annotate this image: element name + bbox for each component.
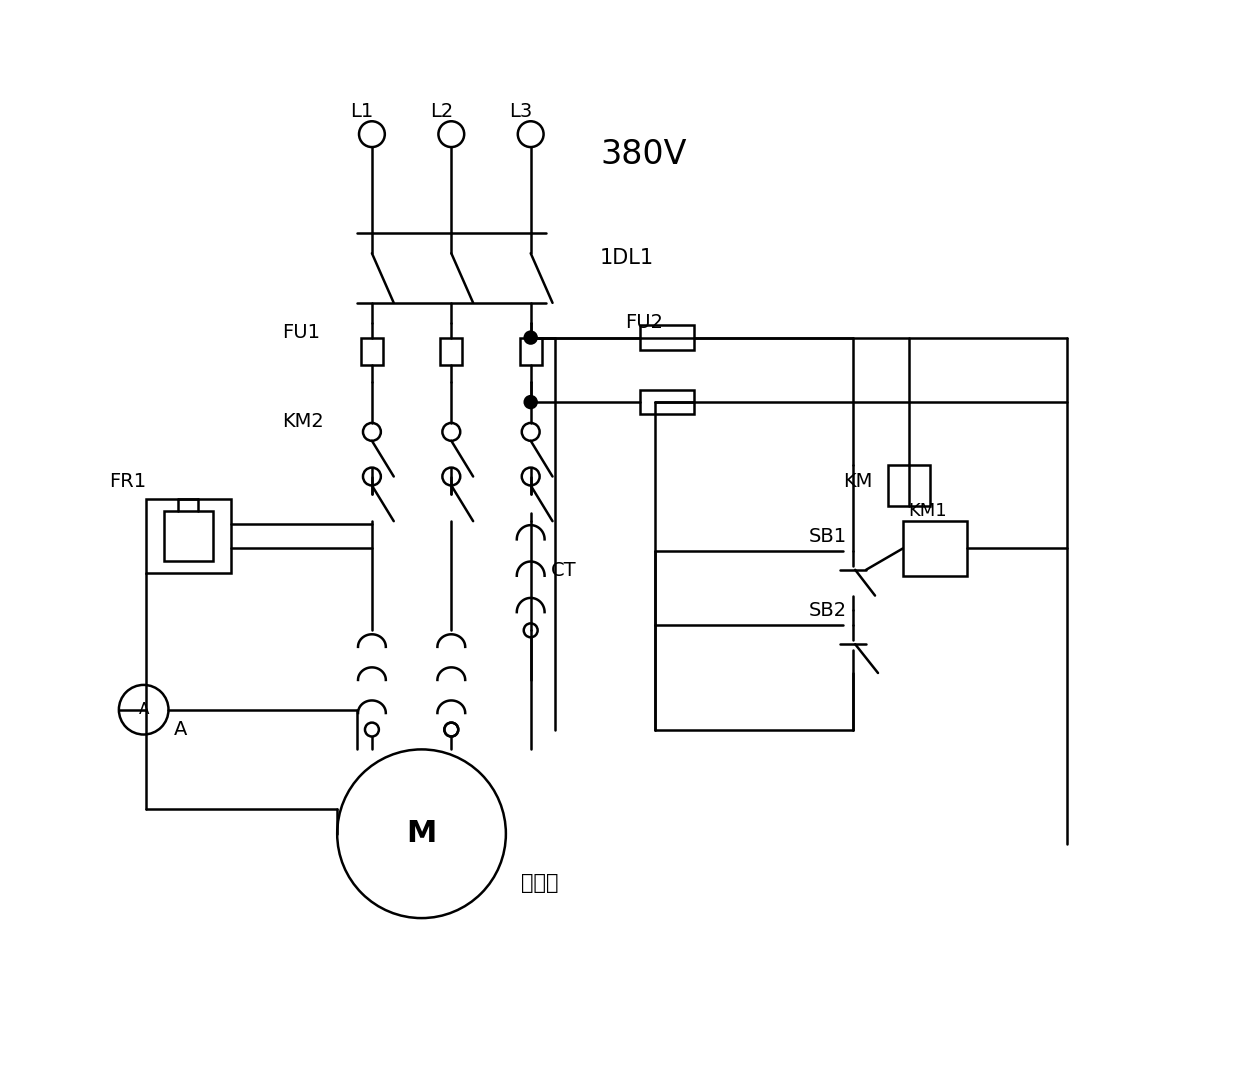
Bar bbox=[164, 512, 213, 560]
Text: A: A bbox=[174, 720, 187, 740]
Text: M: M bbox=[407, 819, 436, 848]
Text: FU1: FU1 bbox=[283, 324, 321, 342]
Text: FR1: FR1 bbox=[109, 472, 146, 491]
Text: 1DL1: 1DL1 bbox=[600, 249, 655, 268]
Text: KM2: KM2 bbox=[283, 413, 325, 431]
Text: KM: KM bbox=[843, 472, 873, 491]
Bar bbox=[520, 338, 542, 365]
Bar bbox=[440, 338, 463, 365]
Text: L1: L1 bbox=[351, 102, 373, 121]
Text: L3: L3 bbox=[510, 102, 532, 121]
Text: CT: CT bbox=[551, 561, 577, 580]
Bar bbox=[146, 498, 231, 573]
Text: 电动机: 电动机 bbox=[521, 873, 558, 894]
Text: FU2: FU2 bbox=[625, 313, 663, 332]
Bar bbox=[640, 325, 694, 350]
Circle shape bbox=[525, 331, 537, 343]
Bar bbox=[888, 465, 930, 506]
Text: SB1: SB1 bbox=[808, 527, 847, 545]
Text: 380V: 380V bbox=[600, 138, 687, 171]
Bar bbox=[903, 521, 967, 576]
Bar bbox=[361, 338, 383, 365]
Bar bbox=[640, 390, 694, 415]
Text: SB2: SB2 bbox=[808, 601, 847, 620]
Text: L2: L2 bbox=[430, 102, 453, 121]
Circle shape bbox=[525, 396, 537, 408]
Text: A: A bbox=[139, 703, 149, 717]
Text: KM1: KM1 bbox=[908, 502, 946, 520]
